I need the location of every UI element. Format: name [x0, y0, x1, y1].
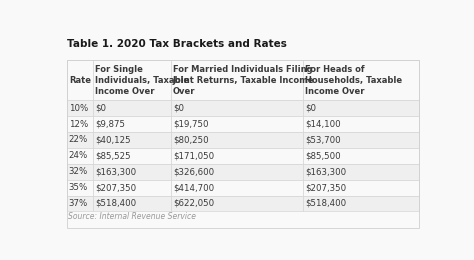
Text: $14,100: $14,100 — [305, 120, 341, 129]
Text: $0: $0 — [95, 104, 106, 113]
Text: $207,350: $207,350 — [95, 183, 137, 192]
Bar — [171, 60, 303, 100]
Text: 32%: 32% — [69, 167, 88, 176]
Bar — [303, 132, 419, 148]
Bar — [171, 180, 303, 196]
Text: Source: Internal Revenue Service: Source: Internal Revenue Service — [68, 212, 196, 221]
Text: $518,400: $518,400 — [305, 199, 346, 208]
Bar — [93, 132, 171, 148]
Text: $85,525: $85,525 — [95, 151, 131, 160]
Bar — [303, 196, 419, 211]
Text: $163,300: $163,300 — [95, 167, 137, 176]
Bar — [66, 132, 93, 148]
Text: $19,750: $19,750 — [173, 120, 209, 129]
Bar — [171, 164, 303, 180]
Bar — [93, 116, 171, 132]
Bar — [303, 116, 419, 132]
Text: $0: $0 — [173, 104, 184, 113]
Text: $326,600: $326,600 — [173, 167, 214, 176]
Text: $9,875: $9,875 — [95, 120, 125, 129]
Text: $85,500: $85,500 — [305, 151, 341, 160]
Text: For Single
Individuals, Taxable
Income Over: For Single Individuals, Taxable Income O… — [95, 65, 190, 96]
Bar — [66, 60, 419, 228]
Text: For Heads of
Households, Taxable
Income Over: For Heads of Households, Taxable Income … — [305, 65, 402, 96]
Bar — [303, 164, 419, 180]
Text: Table 1. 2020 Tax Brackets and Rates: Table 1. 2020 Tax Brackets and Rates — [66, 39, 286, 49]
Text: $622,050: $622,050 — [173, 199, 214, 208]
Text: $207,350: $207,350 — [305, 183, 346, 192]
Bar — [66, 116, 93, 132]
Text: 24%: 24% — [69, 151, 88, 160]
Text: 10%: 10% — [69, 104, 88, 113]
Bar — [303, 60, 419, 100]
Bar — [66, 100, 93, 116]
Text: $40,125: $40,125 — [95, 135, 131, 145]
Bar — [171, 116, 303, 132]
Bar — [66, 148, 93, 164]
Bar — [93, 148, 171, 164]
Bar — [93, 60, 171, 100]
Text: $163,300: $163,300 — [305, 167, 346, 176]
Bar — [66, 180, 93, 196]
Text: 37%: 37% — [69, 199, 88, 208]
Bar — [171, 196, 303, 211]
Bar — [303, 100, 419, 116]
Text: $80,250: $80,250 — [173, 135, 209, 145]
Bar — [66, 60, 93, 100]
Bar — [303, 180, 419, 196]
Bar — [171, 132, 303, 148]
Bar — [93, 180, 171, 196]
Text: $171,050: $171,050 — [173, 151, 214, 160]
Bar — [171, 148, 303, 164]
Text: $414,700: $414,700 — [173, 183, 214, 192]
Bar — [93, 196, 171, 211]
Text: $518,400: $518,400 — [95, 199, 137, 208]
Bar — [93, 100, 171, 116]
Text: 12%: 12% — [69, 120, 88, 129]
Bar — [93, 164, 171, 180]
Bar — [171, 100, 303, 116]
Text: $0: $0 — [305, 104, 316, 113]
Bar — [66, 164, 93, 180]
Text: For Married Individuals Filing
Joint Returns, Taxable Income
Over: For Married Individuals Filing Joint Ret… — [173, 65, 314, 96]
Text: $53,700: $53,700 — [305, 135, 341, 145]
Text: 35%: 35% — [69, 183, 88, 192]
Text: 22%: 22% — [69, 135, 88, 145]
Bar — [303, 148, 419, 164]
Bar — [66, 196, 93, 211]
Text: Rate: Rate — [69, 76, 91, 85]
